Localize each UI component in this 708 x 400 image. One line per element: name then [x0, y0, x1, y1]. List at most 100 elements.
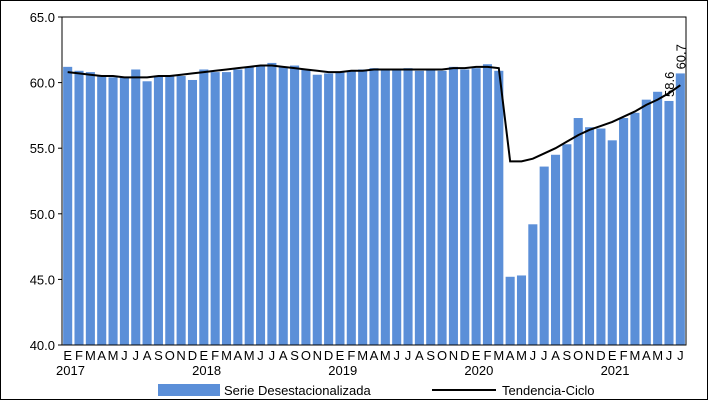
x-tick-label: J [530, 348, 537, 363]
x-tick-label: F [483, 348, 491, 363]
bar [278, 66, 288, 345]
x-tick-label: A [97, 348, 106, 363]
x-tick-label: E [336, 348, 345, 363]
x-tick-label: D [460, 348, 469, 363]
bar [369, 68, 379, 345]
bar [414, 70, 424, 346]
bar [460, 69, 470, 345]
x-tick-label: A [551, 348, 560, 363]
bar [494, 70, 504, 346]
y-tick-label: 65.0 [30, 10, 55, 25]
x-tick-label: F [347, 348, 355, 363]
bar [165, 76, 175, 345]
x-tick-label: M [221, 348, 232, 363]
x-tick-label: F [211, 348, 219, 363]
y-tick-label: 50.0 [30, 207, 55, 222]
bar [392, 69, 402, 345]
bar [641, 99, 651, 345]
bar [403, 68, 413, 345]
bar [199, 69, 209, 345]
legend-label: Serie Desestacionalizada [224, 383, 371, 398]
bar [562, 144, 572, 345]
bar [153, 76, 163, 345]
bar [528, 224, 538, 345]
bar [210, 72, 220, 345]
bar [63, 66, 73, 345]
bar [653, 91, 663, 345]
bar [131, 69, 141, 345]
bar [290, 65, 300, 345]
y-tick-label: 60.0 [30, 76, 55, 91]
x-tick-label: J [677, 348, 684, 363]
bar [324, 73, 334, 345]
x-tick-label: E [608, 348, 617, 363]
bar [573, 118, 583, 345]
bar [176, 76, 186, 345]
x-tick-label: E [199, 348, 208, 363]
bar [550, 154, 561, 345]
x-tick-label: A [279, 348, 288, 363]
x-tick-label: M [630, 348, 641, 363]
x-tick-label: J [666, 348, 673, 363]
x-tick-label: M [244, 348, 255, 363]
bar [505, 276, 515, 345]
bar [74, 70, 84, 346]
bar [346, 70, 356, 346]
bar [516, 275, 527, 345]
bar [380, 69, 390, 345]
plot-frame [61, 16, 687, 346]
bar [108, 77, 118, 346]
x-tick-label: F [620, 348, 628, 363]
bar [675, 73, 685, 345]
x-tick-label: O [437, 348, 447, 363]
x-tick-label: S [563, 348, 572, 363]
bar [142, 81, 152, 346]
bar [448, 66, 458, 345]
bar [539, 166, 549, 345]
x-tick-label: J [393, 348, 400, 363]
x-tick-label: M [493, 348, 504, 363]
x-group-label: 2020 [464, 363, 493, 378]
bar [619, 118, 629, 345]
x-tick-label: M [652, 348, 663, 363]
x-group-label: 2019 [328, 363, 357, 378]
bar [596, 128, 606, 345]
x-tick-label: J [121, 348, 128, 363]
bar [482, 64, 492, 346]
bar [585, 127, 595, 345]
x-tick-label: S [426, 348, 435, 363]
trend-line [67, 64, 681, 163]
x-tick-label: A [506, 348, 515, 363]
bar [97, 76, 107, 345]
x-tick-label: N [176, 348, 185, 363]
x-tick-label: A [415, 348, 424, 363]
x-tick-label: S [154, 348, 163, 363]
bar [221, 72, 232, 345]
x-tick-label: J [541, 348, 548, 363]
x-tick-label: A [642, 348, 651, 363]
x-tick-label: M [357, 348, 368, 363]
bar [312, 74, 322, 345]
bar [664, 100, 674, 345]
x-tick-label: A [234, 348, 243, 363]
value-label: 60.7 [673, 44, 688, 69]
x-tick-label: N [585, 348, 594, 363]
bar [437, 70, 447, 346]
x-group-label: 2021 [601, 363, 630, 378]
bar [256, 65, 266, 345]
bar [426, 69, 436, 345]
x-tick-label: M [85, 348, 96, 363]
bar [301, 69, 311, 345]
x-group-label: 2017 [56, 363, 85, 378]
x-tick-label: E [63, 348, 72, 363]
legend-swatch [158, 384, 220, 396]
x-tick-label: D [596, 348, 605, 363]
x-tick-label: M [108, 348, 119, 363]
bar [119, 77, 129, 346]
x-tick-label: M [516, 348, 527, 363]
bar [607, 140, 617, 345]
x-tick-label: A [370, 348, 379, 363]
x-tick-label: J [132, 348, 139, 363]
x-tick-label: A [143, 348, 152, 363]
